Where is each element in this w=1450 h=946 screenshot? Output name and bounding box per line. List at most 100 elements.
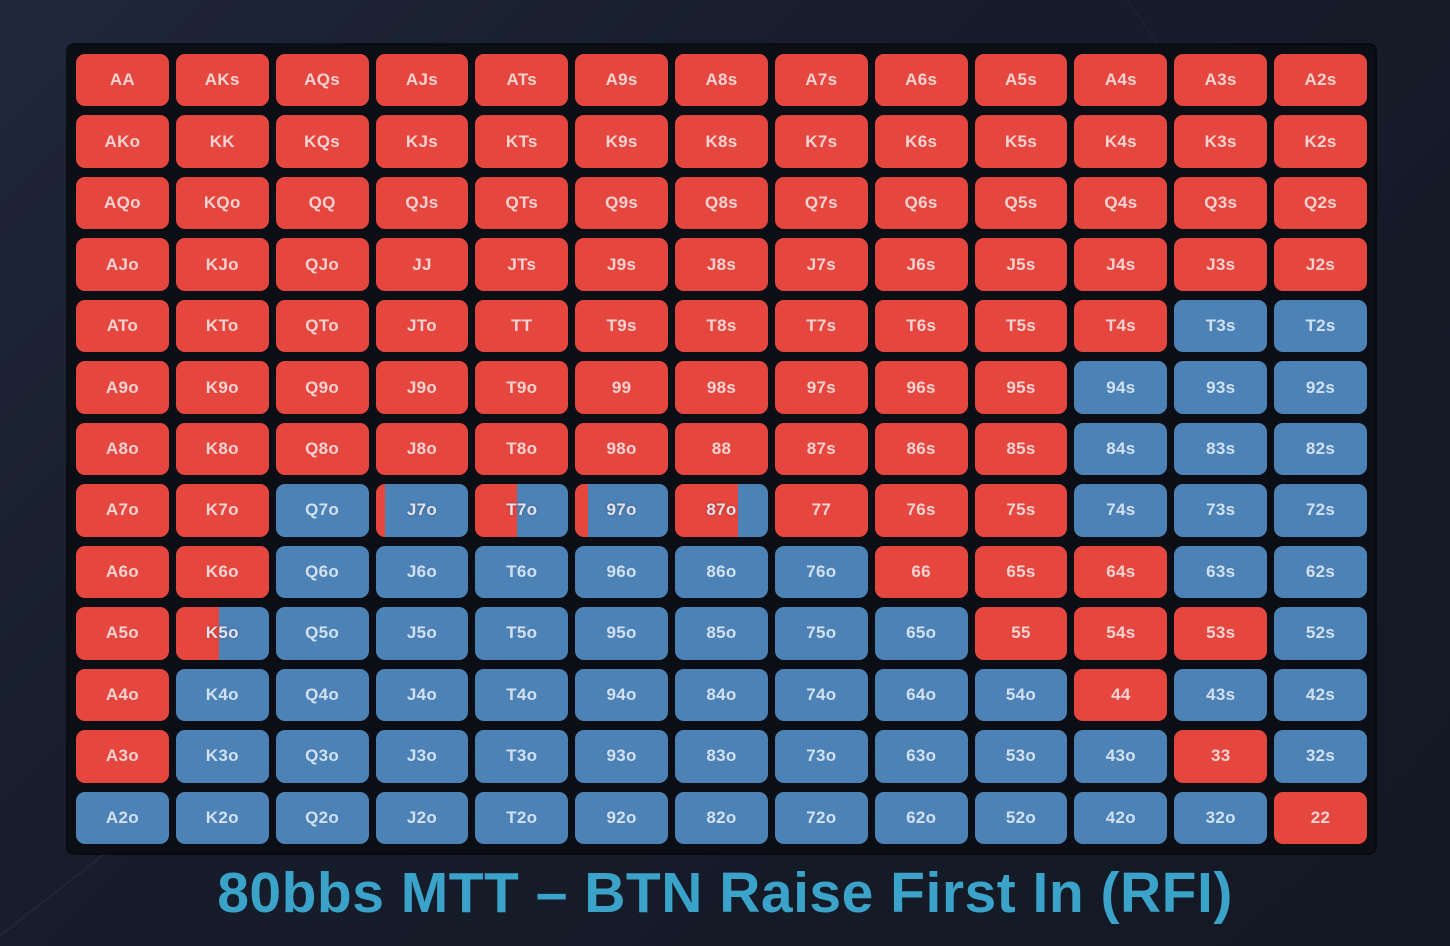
hand-cell-T3s[interactable]: T3s xyxy=(1174,299,1268,353)
hand-cell-K9o[interactable]: K9o xyxy=(175,361,269,414)
hand-cell-J6s[interactable]: J6s xyxy=(874,238,968,291)
hand-cell-QQ[interactable]: QQ xyxy=(275,176,369,230)
hand-cell-A6o[interactable]: A6o xyxy=(76,545,169,599)
hand-cell-TT[interactable]: TT xyxy=(475,299,569,353)
hand-cell-T5s[interactable]: T5s xyxy=(974,299,1068,353)
hand-cell-63o[interactable]: 63o xyxy=(874,730,968,783)
hand-cell-54o[interactable]: 54o xyxy=(974,668,1068,722)
hand-cell-J2s[interactable]: J2s xyxy=(1274,238,1367,291)
hand-cell-83s[interactable]: 83s xyxy=(1174,422,1268,476)
hand-cell-ATs[interactable]: ATs xyxy=(475,54,569,107)
hand-cell-J6o[interactable]: J6o xyxy=(375,545,469,599)
hand-cell-AA[interactable]: AA xyxy=(76,54,169,107)
hand-cell-84s[interactable]: 84s xyxy=(1074,422,1168,476)
hand-cell-J9s[interactable]: J9s xyxy=(575,238,669,291)
hand-cell-A8s[interactable]: A8s xyxy=(675,54,768,107)
hand-cell-KJs[interactable]: KJs xyxy=(375,115,469,168)
hand-cell-T4s[interactable]: T4s xyxy=(1074,299,1168,353)
hand-cell-A3o[interactable]: A3o xyxy=(76,730,169,783)
hand-cell-A4s[interactable]: A4s xyxy=(1074,54,1168,107)
hand-cell-87o[interactable]: 87o xyxy=(675,484,768,537)
hand-cell-Q7s[interactable]: Q7s xyxy=(774,176,868,230)
hand-cell-73o[interactable]: 73o xyxy=(774,730,868,783)
hand-cell-43s[interactable]: 43s xyxy=(1174,668,1268,722)
hand-cell-Q2o[interactable]: Q2o xyxy=(275,791,369,844)
hand-cell-83o[interactable]: 83o xyxy=(675,730,768,783)
hand-cell-53o[interactable]: 53o xyxy=(974,730,1068,783)
hand-cell-98o[interactable]: 98o xyxy=(575,422,669,476)
hand-cell-Q2s[interactable]: Q2s xyxy=(1274,176,1367,230)
hand-cell-92s[interactable]: 92s xyxy=(1274,361,1367,414)
hand-cell-42s[interactable]: 42s xyxy=(1274,668,1367,722)
hand-cell-K5s[interactable]: K5s xyxy=(974,115,1068,168)
hand-cell-A3s[interactable]: A3s xyxy=(1174,54,1268,107)
hand-cell-K7s[interactable]: K7s xyxy=(774,115,868,168)
hand-cell-A9s[interactable]: A9s xyxy=(575,54,669,107)
hand-cell-KQs[interactable]: KQs xyxy=(275,115,369,168)
hand-cell-43o[interactable]: 43o xyxy=(1074,730,1168,783)
hand-cell-A2s[interactable]: A2s xyxy=(1274,54,1367,107)
hand-cell-73s[interactable]: 73s xyxy=(1174,484,1268,537)
hand-cell-76o[interactable]: 76o xyxy=(774,545,868,599)
hand-cell-T8s[interactable]: T8s xyxy=(675,299,768,353)
hand-cell-98s[interactable]: 98s xyxy=(675,361,768,414)
hand-cell-K3o[interactable]: K3o xyxy=(175,730,269,783)
hand-cell-J3o[interactable]: J3o xyxy=(375,730,469,783)
hand-cell-88[interactable]: 88 xyxy=(675,422,768,476)
hand-cell-KQo[interactable]: KQo xyxy=(175,176,269,230)
hand-cell-72o[interactable]: 72o xyxy=(774,791,868,844)
hand-cell-55[interactable]: 55 xyxy=(974,607,1068,660)
hand-cell-K5o[interactable]: K5o xyxy=(175,607,269,660)
hand-cell-Q6o[interactable]: Q6o xyxy=(275,545,369,599)
hand-cell-J8s[interactable]: J8s xyxy=(675,238,768,291)
hand-cell-J9o[interactable]: J9o xyxy=(375,361,469,414)
hand-cell-95s[interactable]: 95s xyxy=(974,361,1068,414)
hand-cell-T6s[interactable]: T6s xyxy=(874,299,968,353)
hand-cell-33[interactable]: 33 xyxy=(1174,730,1268,783)
hand-cell-96s[interactable]: 96s xyxy=(874,361,968,414)
hand-cell-Q9o[interactable]: Q9o xyxy=(275,361,369,414)
hand-cell-T9o[interactable]: T9o xyxy=(475,361,569,414)
hand-cell-96o[interactable]: 96o xyxy=(575,545,669,599)
hand-cell-Q7o[interactable]: Q7o xyxy=(275,484,369,537)
hand-cell-K3s[interactable]: K3s xyxy=(1174,115,1268,168)
hand-cell-J5s[interactable]: J5s xyxy=(974,238,1068,291)
hand-cell-T3o[interactable]: T3o xyxy=(475,730,569,783)
hand-cell-A5o[interactable]: A5o xyxy=(76,607,169,660)
hand-cell-K8o[interactable]: K8o xyxy=(175,422,269,476)
hand-cell-AQs[interactable]: AQs xyxy=(275,54,369,107)
hand-cell-Q9s[interactable]: Q9s xyxy=(575,176,669,230)
hand-cell-64o[interactable]: 64o xyxy=(874,668,968,722)
hand-cell-A7s[interactable]: A7s xyxy=(774,54,868,107)
hand-cell-74o[interactable]: 74o xyxy=(774,668,868,722)
hand-cell-J2o[interactable]: J2o xyxy=(375,791,469,844)
hand-cell-J4o[interactable]: J4o xyxy=(375,668,469,722)
hand-cell-92o[interactable]: 92o xyxy=(575,791,669,844)
hand-cell-85o[interactable]: 85o xyxy=(675,607,768,660)
hand-cell-97s[interactable]: 97s xyxy=(774,361,868,414)
hand-cell-66[interactable]: 66 xyxy=(874,545,968,599)
hand-cell-62s[interactable]: 62s xyxy=(1274,545,1367,599)
hand-cell-64s[interactable]: 64s xyxy=(1074,545,1168,599)
hand-cell-22[interactable]: 22 xyxy=(1274,791,1367,844)
hand-cell-93o[interactable]: 93o xyxy=(575,730,669,783)
hand-cell-52o[interactable]: 52o xyxy=(974,791,1068,844)
hand-cell-32o[interactable]: 32o xyxy=(1174,791,1268,844)
hand-cell-T5o[interactable]: T5o xyxy=(475,607,569,660)
hand-cell-T9s[interactable]: T9s xyxy=(575,299,669,353)
hand-cell-J8o[interactable]: J8o xyxy=(375,422,469,476)
hand-cell-K6s[interactable]: K6s xyxy=(874,115,968,168)
hand-cell-K8s[interactable]: K8s xyxy=(675,115,768,168)
hand-cell-J5o[interactable]: J5o xyxy=(375,607,469,660)
hand-cell-A4o[interactable]: A4o xyxy=(76,668,169,722)
hand-cell-KTs[interactable]: KTs xyxy=(475,115,569,168)
hand-cell-QJs[interactable]: QJs xyxy=(375,176,469,230)
hand-cell-82s[interactable]: 82s xyxy=(1274,422,1367,476)
hand-cell-Q5o[interactable]: Q5o xyxy=(275,607,369,660)
hand-cell-J7o[interactable]: J7o xyxy=(375,484,469,537)
hand-cell-65o[interactable]: 65o xyxy=(874,607,968,660)
hand-cell-AQo[interactable]: AQo xyxy=(76,176,169,230)
hand-cell-65s[interactable]: 65s xyxy=(974,545,1068,599)
hand-cell-Q4s[interactable]: Q4s xyxy=(1074,176,1168,230)
hand-cell-Q3o[interactable]: Q3o xyxy=(275,730,369,783)
